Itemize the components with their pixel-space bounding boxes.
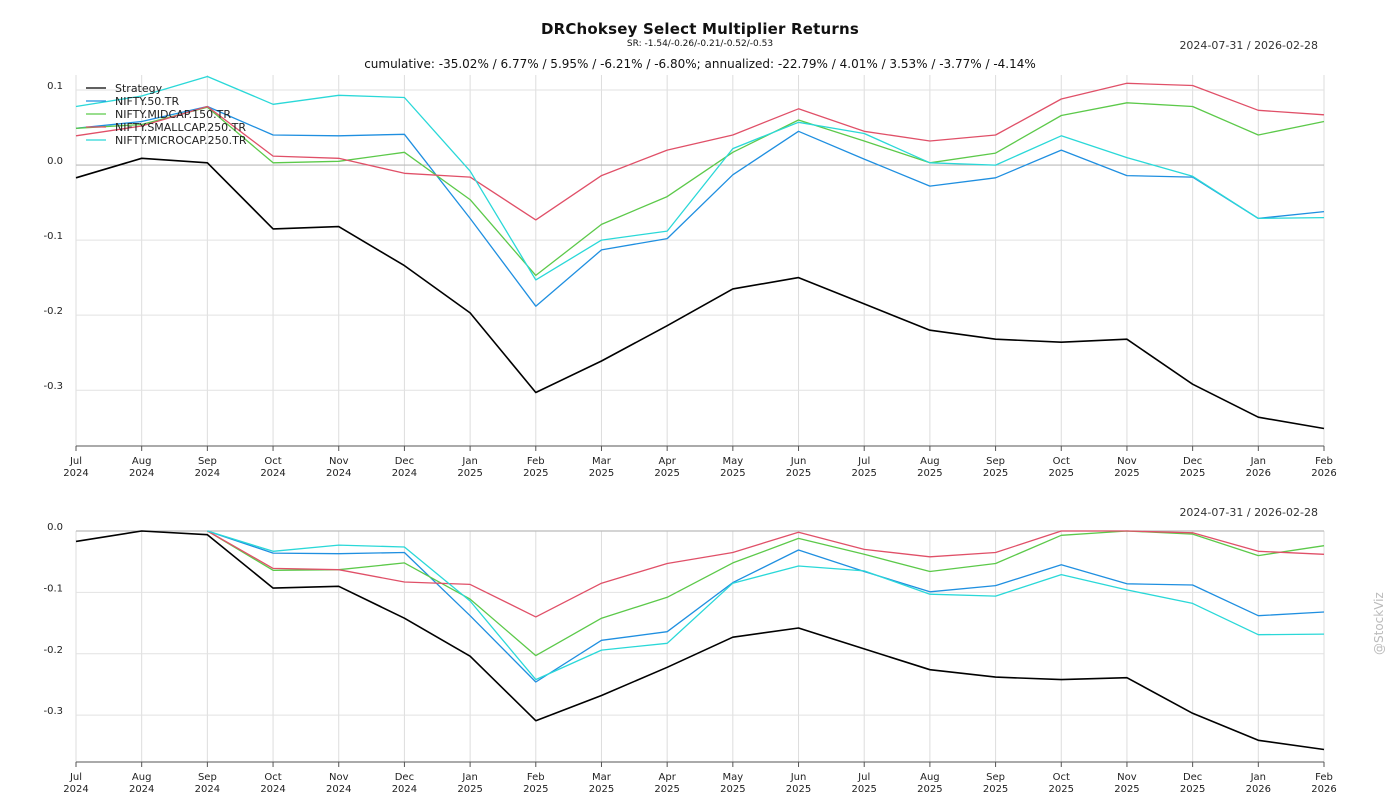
- x-tick-label: Jan 2025: [457, 772, 482, 795]
- x-tick-label: Aug 2025: [917, 772, 942, 795]
- drawdown-chart: 0.0 -0.1 -0.2 -0.3 Jul 2024 Aug 2024 Sep 2024 Oct 2…: [43, 522, 1336, 795]
- series-line-nifty-50-tr: [75, 105, 1325, 307]
- x-tick-label: Oct 2025: [1049, 772, 1074, 795]
- x-tick-label: Feb 2026: [1311, 772, 1336, 795]
- legend: StrategyNIFTY.50.TRNIFTY.MIDCAP.150.TRNI…: [86, 82, 247, 147]
- series-line-nifty-microcap-250-tr: [207, 530, 1325, 681]
- legend-label-strategy: Strategy: [115, 82, 163, 95]
- legend-label-nifty-midcap-150-tr: NIFTY.MIDCAP.150.TR: [115, 108, 231, 121]
- legend-label-nifty-smallcap-250-tr: NIFTY.SMALLCAP.250.TR: [115, 121, 246, 134]
- x-tick-label: Jul 2025: [851, 456, 876, 479]
- x-tick-label: Feb 2026: [1311, 456, 1336, 479]
- series-line-nifty-microcap-250-tr: [75, 75, 1325, 281]
- x-tick-label: Nov 2025: [1114, 772, 1139, 795]
- x-tick-label: Aug 2024: [129, 772, 154, 795]
- x-tick-label: Nov 2024: [326, 456, 351, 479]
- y-tick-label: -0.3: [43, 381, 63, 392]
- chart-subtitle: SR: -1.54/-0.26/-0.21/-0.52/-0.53: [626, 39, 774, 49]
- series-line-nifty-midcap-150-tr: [207, 530, 1325, 657]
- series-line-nifty-smallcap-250-tr: [207, 530, 1325, 618]
- series-line-strategy: [75, 157, 1325, 430]
- x-tick-label: Aug 2025: [917, 456, 942, 479]
- x-tick-label: Dec 2024: [392, 456, 417, 479]
- y-tick-label: 0.1: [47, 81, 63, 92]
- x-tick-label: Sep 2024: [195, 456, 220, 479]
- x-tick-label: Jun 2025: [786, 456, 811, 479]
- x-tick-label: Feb 2025: [523, 456, 548, 479]
- y-tick-label: 0.0: [47, 156, 63, 167]
- series-line-nifty-midcap-150-tr: [75, 102, 1325, 277]
- x-tick-label: Nov 2025: [1114, 456, 1139, 479]
- x-tick-label: Sep 2024: [195, 772, 220, 795]
- x-tick-label: Apr 2025: [654, 772, 679, 795]
- x-tick-label: Feb 2025: [523, 772, 548, 795]
- y-tick-label: -0.3: [43, 706, 63, 717]
- x-tick-label: Jul 2025: [851, 772, 876, 795]
- x-tick-label: Sep 2025: [983, 456, 1008, 479]
- x-tick-label: Jul 2024: [63, 456, 88, 479]
- y-tick-label: -0.1: [43, 231, 63, 242]
- x-tick-label: Dec 2025: [1180, 456, 1205, 479]
- y-tick-label: -0.2: [43, 645, 63, 656]
- x-tick-label: Mar 2025: [589, 456, 614, 479]
- returns-summary: cumulative: -35.02% / 6.77% / 5.95% / -6…: [364, 57, 1036, 71]
- legend-label-nifty-microcap-250-tr: NIFTY.MICROCAP.250.TR: [115, 134, 247, 147]
- x-tick-label: Jun 2025: [786, 772, 811, 795]
- x-tick-label: Jan 2025: [457, 456, 482, 479]
- x-tick-label: Jan 2026: [1246, 772, 1271, 795]
- x-tick-label: May 2025: [720, 772, 745, 795]
- series-line-strategy: [75, 530, 1325, 751]
- y-tick-label: -0.2: [43, 306, 63, 317]
- y-tick-label: 0.0: [47, 522, 63, 533]
- x-tick-label: Oct 2024: [260, 456, 285, 479]
- date-range-bottom: 2024-07-31 / 2026-02-28: [1179, 506, 1318, 519]
- cumulative-returns-chart: 0.1 0.0 -0.1 -0.2 -0.3 Jul 2024 Aug 2024 Sep 2024 O…: [43, 75, 1337, 479]
- x-tick-label: Jan 2026: [1246, 456, 1271, 479]
- x-tick-label: Oct 2024: [260, 772, 285, 795]
- chart-title: DRChoksey Select Multiplier Returns: [540, 20, 860, 38]
- x-tick-label: Nov 2024: [326, 772, 351, 795]
- x-tick-label: Oct 2025: [1049, 456, 1074, 479]
- legend-label-nifty-50-tr: NIFTY.50.TR: [115, 95, 180, 108]
- x-tick-label: Aug 2024: [129, 456, 154, 479]
- x-tick-label: Dec 2025: [1180, 772, 1205, 795]
- x-tick-label: Dec 2024: [392, 772, 417, 795]
- x-tick-label: Jul 2024: [63, 772, 88, 795]
- series-line-nifty-smallcap-250-tr: [75, 82, 1325, 221]
- x-tick-label: May 2025: [720, 456, 745, 479]
- date-range-top: 2024-07-31 / 2026-02-28: [1179, 39, 1318, 52]
- series-line-nifty-50-tr: [207, 530, 1325, 683]
- y-tick-label: -0.1: [43, 583, 63, 594]
- x-tick-label: Mar 2025: [589, 772, 614, 795]
- x-tick-label: Sep 2025: [983, 772, 1008, 795]
- x-tick-label: Apr 2025: [654, 456, 679, 479]
